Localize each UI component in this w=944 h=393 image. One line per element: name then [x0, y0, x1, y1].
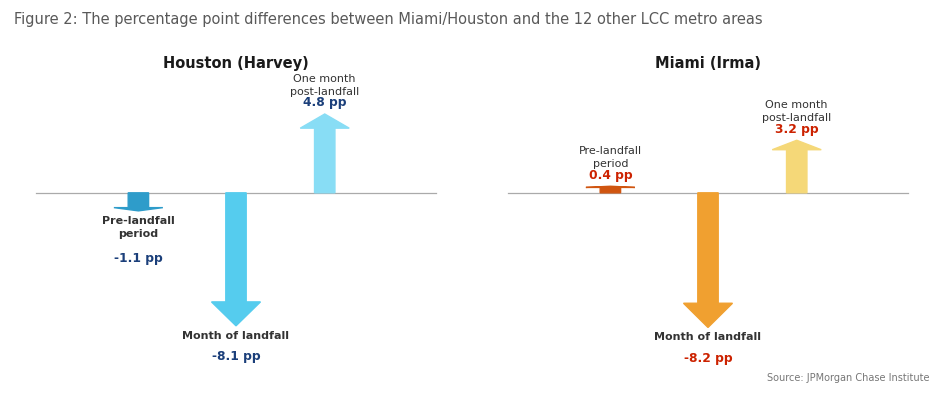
Text: Source: JPMorgan Chase Institute: Source: JPMorgan Chase Institute	[767, 373, 930, 383]
Text: 4.8 pp: 4.8 pp	[303, 97, 346, 110]
Text: One month
post-landfall: One month post-landfall	[290, 74, 360, 97]
Text: One month
post-landfall: One month post-landfall	[762, 100, 832, 123]
Text: 3.2 pp: 3.2 pp	[775, 123, 818, 136]
Text: Miami (Irma): Miami (Irma)	[655, 55, 761, 71]
FancyArrow shape	[683, 193, 733, 327]
Text: -8.1 pp: -8.1 pp	[211, 350, 261, 363]
Text: Pre-landfall
period: Pre-landfall period	[579, 146, 642, 169]
Text: Month of landfall: Month of landfall	[654, 332, 762, 342]
FancyArrow shape	[211, 193, 261, 326]
FancyArrow shape	[586, 186, 635, 193]
FancyArrow shape	[300, 114, 349, 193]
Text: Pre-landfall
period: Pre-landfall period	[102, 216, 175, 239]
Text: 0.4 pp: 0.4 pp	[588, 169, 632, 182]
Text: -8.2 pp: -8.2 pp	[683, 352, 733, 365]
FancyArrow shape	[114, 193, 163, 211]
FancyArrow shape	[772, 140, 821, 193]
Text: Month of landfall: Month of landfall	[182, 331, 290, 341]
Text: Figure 2: The percentage point differences between Miami/Houston and the 12 othe: Figure 2: The percentage point differenc…	[14, 12, 763, 27]
Text: Houston (Harvey): Houston (Harvey)	[163, 55, 309, 71]
Text: -1.1 pp: -1.1 pp	[114, 252, 162, 265]
